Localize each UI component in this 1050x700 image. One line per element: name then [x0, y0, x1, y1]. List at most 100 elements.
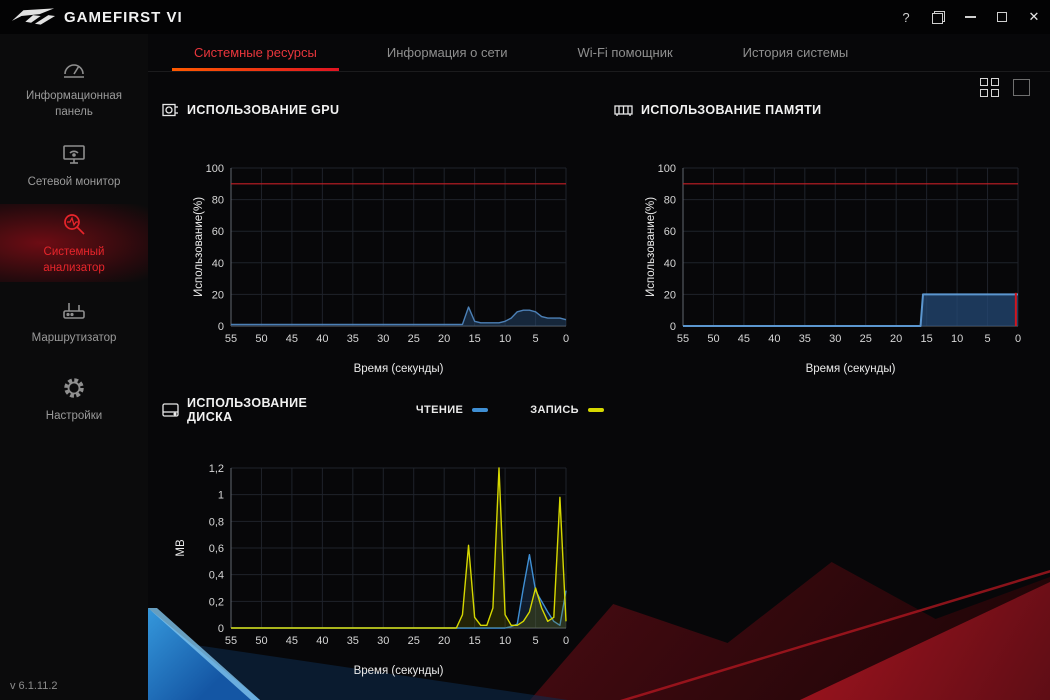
svg-text:45: 45 — [286, 635, 298, 647]
memory-panel-title: ИСПОЛЬЗОВАНИЕ ПАМЯТИ — [641, 103, 822, 117]
app-version: v 6.1.11.2 — [10, 680, 58, 692]
legend-write-label: ЗАПИСЬ — [530, 404, 579, 416]
disk-usage-chart: 55 50 45 40 35 30 25 20 15 10 5 000,20,40,60,811,2В… — [175, 463, 569, 677]
tab-wifi-helper[interactable]: Wi-Fi помощник — [577, 45, 673, 60]
svg-text:40: 40 — [316, 333, 328, 345]
svg-text:0: 0 — [563, 635, 569, 647]
titlebar: GAMEFIRST VI ? ✕ — [0, 0, 1050, 34]
tab-system-history[interactable]: История системы — [742, 45, 849, 60]
svg-text:0: 0 — [563, 333, 569, 345]
svg-text:15: 15 — [469, 635, 481, 647]
legend-write-swatch — [588, 408, 604, 412]
svg-text:60: 60 — [212, 226, 224, 238]
svg-text:45: 45 — [286, 333, 298, 345]
gpu-icon — [162, 103, 179, 117]
svg-text:60: 60 — [664, 226, 676, 238]
sidebar-item-label: Информационная панель — [26, 89, 122, 118]
rog-logo-icon — [10, 6, 56, 28]
disk-legend: ЧТЕНИЕ ЗАПИСЬ — [416, 404, 604, 416]
svg-text:50: 50 — [255, 635, 267, 647]
app-title: GAMEFIRST VI — [64, 8, 183, 26]
svg-text:0: 0 — [218, 321, 224, 333]
svg-text:5: 5 — [532, 333, 538, 345]
grid-view-icon[interactable] — [980, 78, 999, 97]
svg-text:10: 10 — [499, 635, 511, 647]
svg-text:55: 55 — [225, 635, 237, 647]
svg-text:35: 35 — [799, 333, 811, 345]
svg-text:100: 100 — [658, 163, 676, 175]
svg-text:50: 50 — [255, 333, 267, 345]
decor-red-line — [620, 570, 1050, 700]
svg-text:20: 20 — [664, 289, 676, 301]
sidebar: Информационная панель Сетевой монитор Си… — [0, 34, 148, 700]
svg-text:30: 30 — [829, 333, 841, 345]
sidebar-item-dashboard[interactable]: Информационная панель — [0, 48, 148, 126]
svg-text:5: 5 — [984, 333, 990, 345]
layers-button[interactable] — [922, 0, 954, 34]
svg-text:30: 30 — [377, 635, 389, 647]
svg-text:20: 20 — [438, 333, 450, 345]
tab-system-resources[interactable]: Системные ресурсы — [168, 34, 343, 71]
sidebar-item-settings[interactable]: Настройки — [0, 360, 148, 438]
svg-text:20: 20 — [438, 635, 450, 647]
disk-icon — [162, 402, 179, 418]
single-view-icon[interactable] — [1013, 79, 1030, 96]
minimize-icon — [964, 16, 976, 18]
svg-text:15: 15 — [921, 333, 933, 345]
svg-text:Время (секунды): Время (секунды) — [354, 665, 444, 677]
svg-text:0: 0 — [218, 623, 224, 635]
svg-text:MB: MB — [175, 539, 187, 557]
network-monitor-icon — [61, 140, 87, 168]
close-button[interactable]: ✕ — [1018, 0, 1050, 34]
tab-network-info[interactable]: Информация о сети — [386, 45, 508, 60]
svg-text:Использование(%): Использование(%) — [193, 197, 205, 297]
dashboard-icon — [61, 54, 87, 82]
svg-text:40: 40 — [212, 258, 224, 270]
svg-text:0,2: 0,2 — [209, 596, 224, 608]
svg-text:10: 10 — [951, 333, 963, 345]
svg-text:35: 35 — [347, 333, 359, 345]
gpu-panel-title: ИСПОЛЬЗОВАНИЕ GPU — [187, 103, 340, 117]
legend-item-read: ЧТЕНИЕ — [416, 404, 489, 416]
memory-usage-panel: ИСПОЛЬЗОВАНИЕ ПАМЯТИ 55 50 45 40 35 30 25 20 15 1… — [610, 98, 1050, 384]
help-button[interactable]: ? — [902, 9, 910, 25]
router-icon — [61, 296, 87, 324]
svg-text:80: 80 — [212, 195, 224, 207]
sidebar-item-system-analyzer[interactable]: Системный анализатор — [0, 204, 148, 282]
svg-text:55: 55 — [677, 333, 689, 345]
memory-usage-chart: 55 50 45 40 35 30 25 20 15 10 5 0020406080100Время … — [645, 163, 1021, 375]
main-content: Системные ресурсы Информация о сети Wi-F… — [148, 34, 1050, 700]
svg-text:45: 45 — [738, 333, 750, 345]
svg-text:100: 100 — [206, 163, 224, 175]
svg-text:20: 20 — [890, 333, 902, 345]
settings-icon — [61, 374, 87, 402]
tabbar: Системные ресурсы Информация о сети Wi-F… — [148, 34, 1050, 72]
layers-icon — [931, 10, 945, 24]
close-icon: ✕ — [1028, 9, 1040, 24]
svg-text:20: 20 — [212, 289, 224, 301]
maximize-button[interactable] — [986, 0, 1018, 34]
disk-usage-panel: ИСПОЛЬЗОВАНИЕ ДИСКА ЧТЕНИЕ ЗАПИСЬ 55 50 45… — [158, 396, 604, 686]
svg-text:40: 40 — [664, 258, 676, 270]
svg-text:1: 1 — [218, 490, 224, 502]
sidebar-item-label: Настройки — [45, 409, 103, 422]
svg-text:55: 55 — [225, 333, 237, 345]
svg-text:Время (секунды): Время (секунды) — [354, 363, 444, 375]
svg-text:0: 0 — [1015, 333, 1021, 345]
decor-red-shape — [530, 562, 1050, 700]
svg-text:0,8: 0,8 — [209, 516, 224, 528]
sidebar-item-router[interactable]: Маршрутизатор — [0, 282, 148, 360]
svg-text:0,4: 0,4 — [209, 570, 224, 582]
memory-icon — [614, 104, 633, 117]
disk-panel-title: ИСПОЛЬЗОВАНИЕ ДИСКА — [187, 396, 308, 424]
maximize-icon — [997, 12, 1007, 22]
svg-text:50: 50 — [707, 333, 719, 345]
view-toggle — [980, 78, 1030, 97]
svg-text:25: 25 — [408, 635, 420, 647]
svg-text:Время (секунды): Время (секунды) — [806, 363, 896, 375]
svg-text:35: 35 — [347, 635, 359, 647]
sidebar-item-network-monitor[interactable]: Сетевой монитор — [0, 126, 148, 204]
minimize-button[interactable] — [954, 0, 986, 34]
system-analyzer-icon — [60, 210, 88, 238]
